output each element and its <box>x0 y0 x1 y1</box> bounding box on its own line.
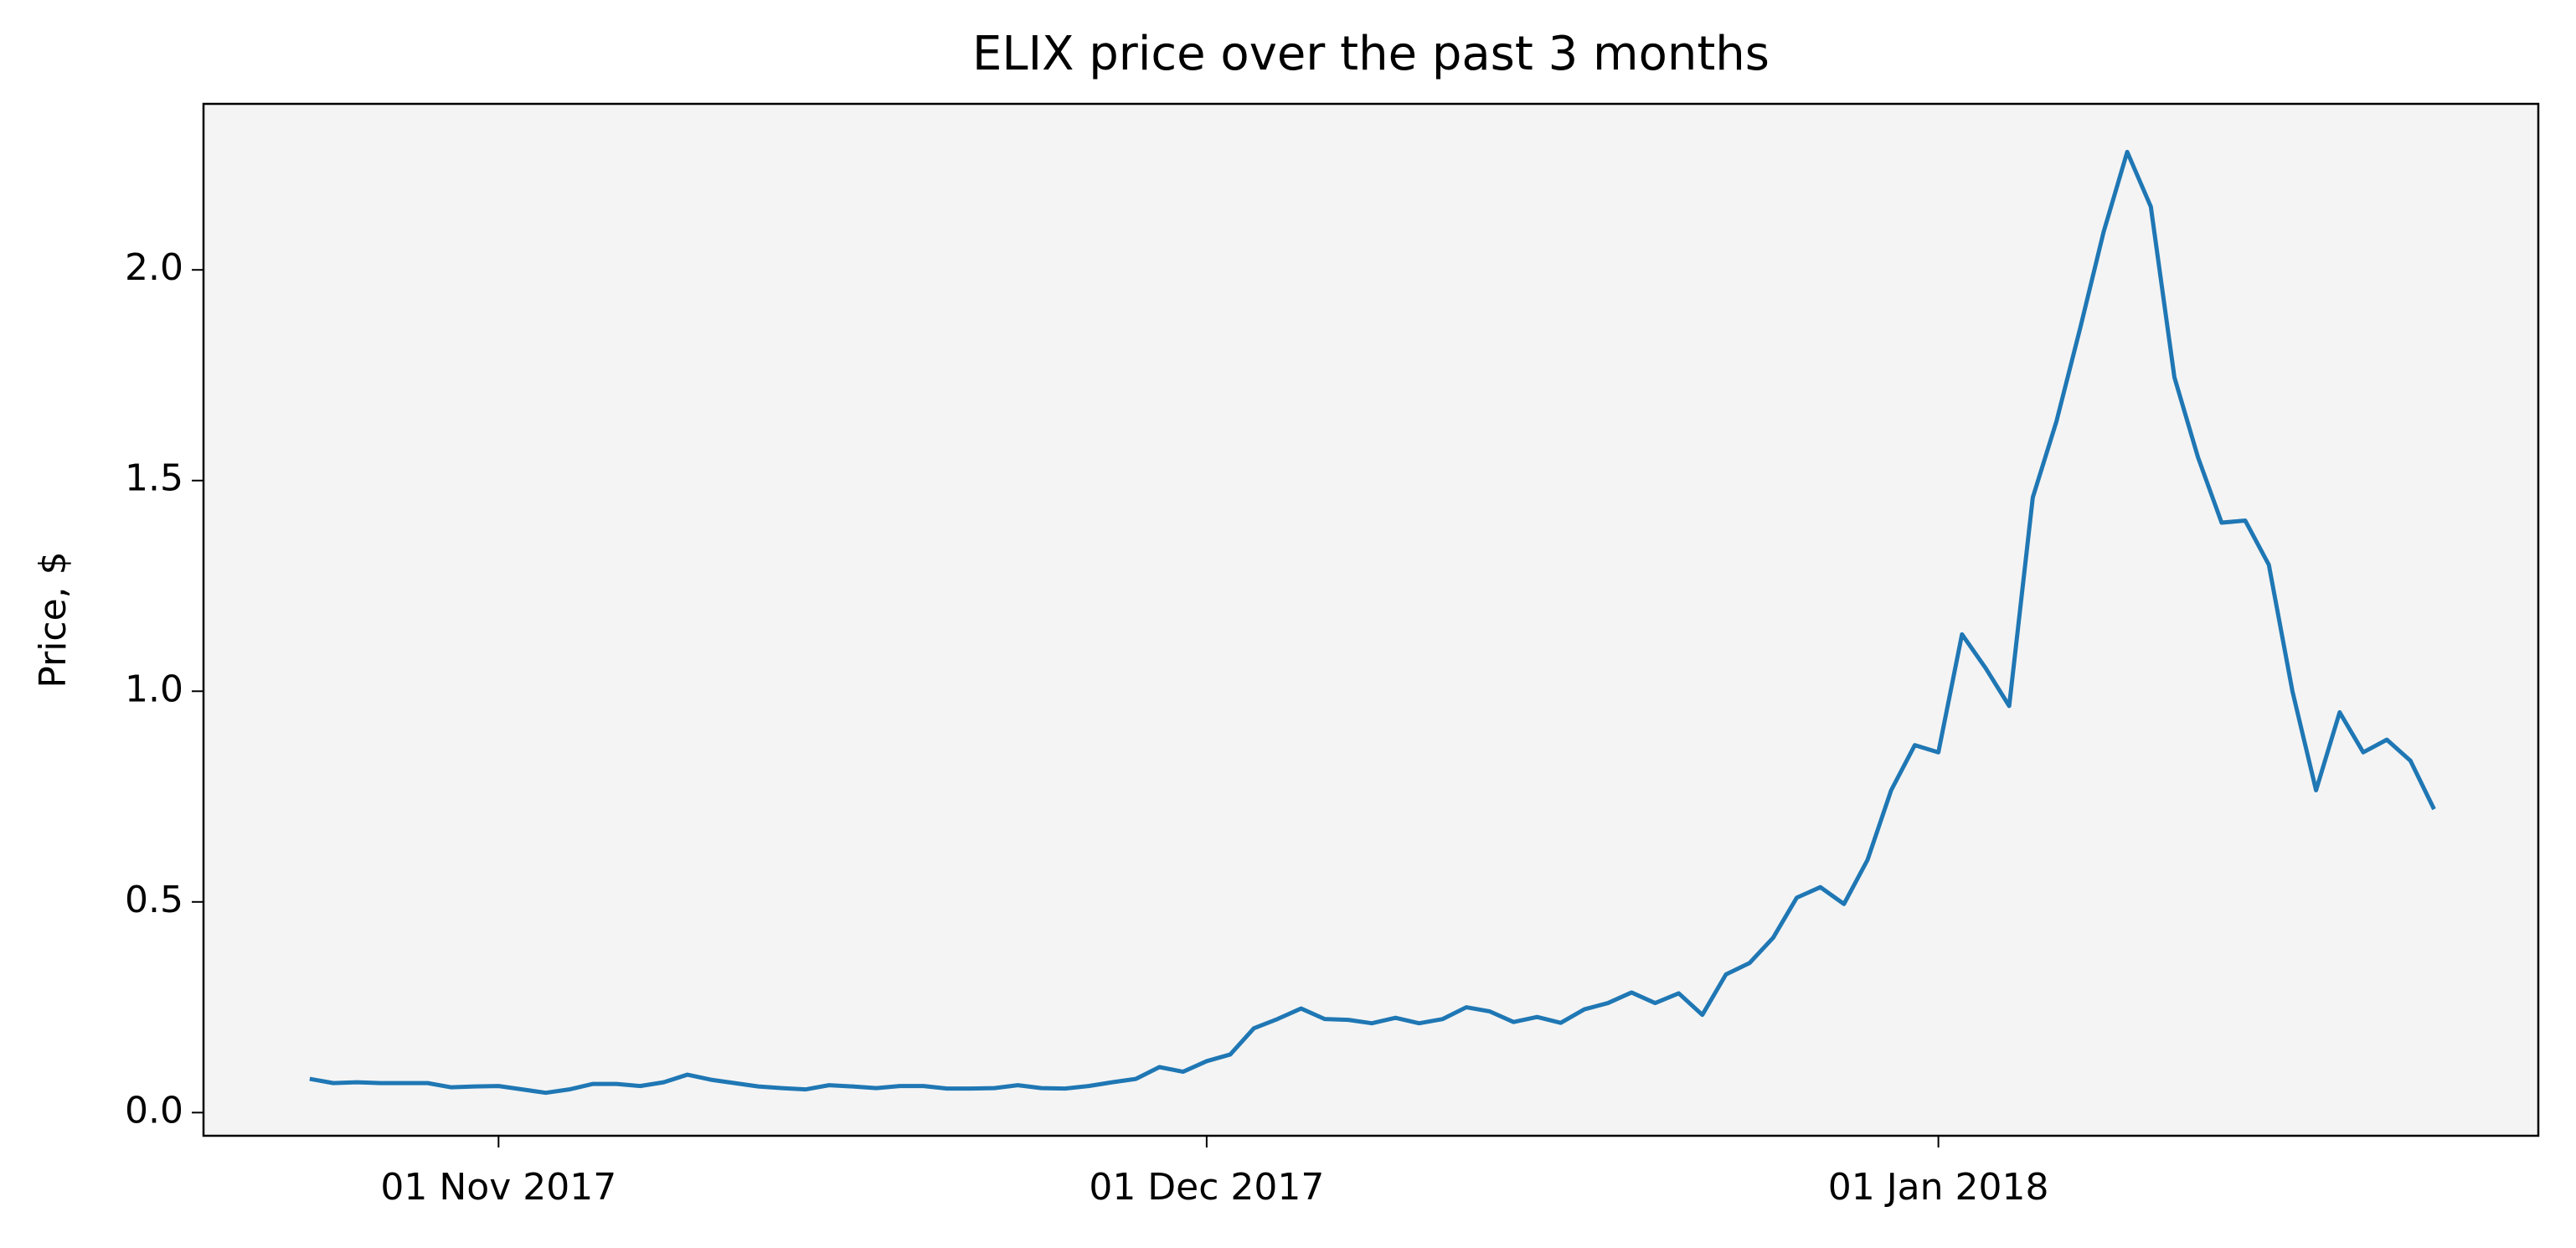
x-tick-label: 01 Dec 2017 <box>1089 1166 1324 1209</box>
chart-title: ELIX price over the past 3 months <box>972 27 1770 81</box>
y-tick-label: 1.0 <box>125 668 183 710</box>
plot-frame <box>202 102 2540 1137</box>
x-tick-label: 01 Jan 2018 <box>1828 1166 2049 1209</box>
price-line <box>309 149 2436 1096</box>
plot-area <box>204 104 2538 1136</box>
y-tick-label: 2.0 <box>125 246 183 289</box>
x-tick-label: 01 Nov 2017 <box>380 1166 616 1209</box>
y-tick-label: 0.0 <box>125 1089 183 1132</box>
y-tick-label: 0.5 <box>125 879 183 921</box>
y-tick-label: 1.5 <box>125 457 183 500</box>
y-axis-label: Price, $ <box>32 551 75 688</box>
